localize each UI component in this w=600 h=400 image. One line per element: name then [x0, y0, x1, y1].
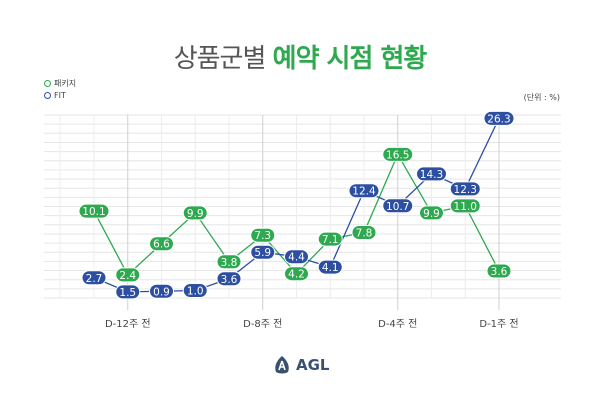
data-label: 2.7	[86, 273, 103, 285]
x-tick-label: D-8주 전	[243, 318, 282, 330]
data-label: 11.0	[454, 201, 477, 213]
data-label: 0.9	[153, 286, 170, 298]
data-label: 3.6	[491, 266, 508, 278]
title-highlight: 예약 시점 현황	[272, 44, 428, 74]
data-point	[149, 283, 174, 299]
data-label: 10.7	[386, 201, 409, 213]
agl-logo-icon	[275, 356, 289, 374]
data-label: 1.0	[187, 286, 204, 298]
data-point	[250, 244, 276, 260]
data-label: 6.6	[153, 239, 170, 251]
data-point	[351, 225, 377, 241]
legend-item-fit: FIT	[44, 90, 76, 102]
legend-item-package: 패키지	[44, 78, 76, 90]
data-point	[317, 259, 343, 275]
data-point	[216, 271, 242, 287]
chart-title: 상품군별 예약 시점 현황	[0, 38, 600, 75]
data-point	[250, 227, 276, 243]
data-label: 3.6	[221, 274, 238, 286]
data-label: 7.3	[254, 230, 271, 242]
data-label: 1.5	[119, 287, 136, 299]
data-point	[483, 110, 515, 126]
unit-label: (단위 : %)	[523, 93, 560, 102]
data-point	[449, 198, 481, 214]
circle-icon	[44, 80, 51, 87]
data-label: 16.5	[386, 149, 409, 161]
data-label: 3.8	[221, 257, 238, 269]
data-label: 26.3	[487, 113, 510, 125]
data-point	[419, 205, 444, 221]
data-label: 14.3	[420, 169, 443, 181]
x-tick-label: D-12주 전	[105, 318, 151, 330]
data-label: 10.1	[82, 206, 105, 218]
data-point	[486, 263, 512, 279]
data-label: 12.3	[454, 184, 477, 196]
data-point	[182, 205, 208, 221]
data-point	[416, 166, 447, 182]
legend-label: 패키지	[54, 79, 77, 88]
data-point	[382, 146, 414, 162]
logo: AGL	[272, 355, 329, 375]
data-point	[182, 283, 208, 298]
circle-icon	[44, 92, 51, 99]
x-tick-label: D-1주 전	[479, 318, 518, 330]
legend-label: FIT	[54, 91, 66, 100]
data-label: 7.1	[322, 234, 339, 246]
legend: 패키지 FIT	[44, 78, 76, 102]
data-label: 4.1	[322, 262, 339, 274]
data-label: 9.9	[187, 208, 204, 220]
data-point	[81, 270, 107, 286]
data-point	[317, 231, 343, 247]
data-point	[115, 267, 141, 283]
data-point	[216, 254, 242, 270]
data-point	[78, 203, 110, 219]
data-label: 2.4	[119, 270, 136, 282]
logo-text: AGL	[296, 356, 330, 374]
data-point	[284, 266, 309, 282]
data-point	[449, 181, 481, 197]
data-label: 7.8	[356, 228, 373, 240]
data-point	[149, 236, 174, 252]
data-label: 12.4	[352, 186, 376, 198]
data-point	[284, 249, 309, 265]
data-label: 4.2	[288, 269, 305, 281]
data-label: 4.4	[288, 252, 305, 264]
data-point	[348, 183, 380, 199]
title-prefix: 상품군별	[173, 44, 267, 74]
data-point	[115, 284, 141, 300]
data-label: 5.9	[254, 247, 271, 259]
x-tick-label: D-4주 전	[378, 318, 417, 330]
data-point	[382, 198, 414, 214]
data-label: 9.9	[423, 208, 440, 220]
